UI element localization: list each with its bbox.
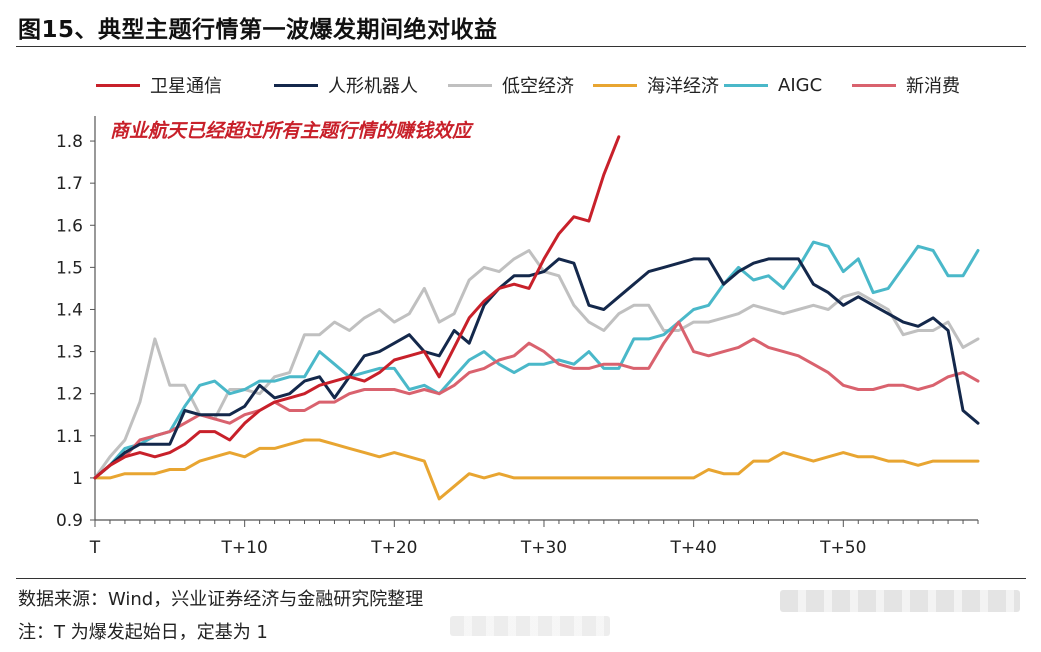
legend-swatch-robot (274, 83, 318, 87)
legend-label-ocean: 海洋经济 (647, 76, 719, 97)
legend-item-ocean: 海洋经济 (593, 72, 719, 98)
chart-legend: 卫星通信 人形机器人 低空经济 海洋经济 AIGC 新消费 (96, 72, 996, 98)
legend-item-satellite: 卫星通信 (96, 72, 222, 98)
legend-label-aigc: AIGC (778, 74, 823, 96)
footer-divider (16, 578, 1026, 579)
y-tick-label: 1.8 (56, 132, 83, 152)
series-line-1 (93, 257, 980, 480)
series-line-4 (93, 240, 980, 480)
y-tick-label: 1 (72, 469, 83, 489)
line-chart: 0.9 1 1.1 1.2 1.3 1.4 1.5 1.6 1.7 1.8 T T+10 T+20 T+3… (56, 116, 980, 558)
legend-label-robot: 人形机器人 (328, 76, 418, 97)
legend-item-low-altitude: 低空经济 (448, 72, 574, 98)
y-tick-label: 1.5 (56, 258, 83, 278)
x-tick-label: T+10 (221, 538, 268, 558)
series-line-5 (93, 320, 980, 480)
title-divider (16, 46, 1026, 47)
legend-label-satellite: 卫星通信 (150, 76, 222, 97)
y-tick-label: 1.3 (56, 343, 83, 363)
legend-swatch-satellite (96, 83, 140, 87)
legend-swatch-low-altitude (448, 83, 492, 87)
data-source: 数据来源：Wind，兴业证券经济与金融研究院整理 (18, 589, 424, 610)
y-tick-label: 1.6 (56, 216, 83, 236)
chart-title: 图15、典型主题行情第一波爆发期间绝对收益 (18, 17, 498, 43)
y-tick-label: 1.1 (56, 427, 83, 447)
blurred-watermark-secondary (450, 616, 610, 636)
x-tick-label: T+50 (819, 538, 866, 558)
x-tick-label: T+20 (370, 538, 417, 558)
y-tick-label: 1.2 (56, 385, 83, 405)
chart-note: 注：T 为爆发起始日，定基为 1 (18, 622, 268, 643)
legend-item-aigc: AIGC (724, 72, 822, 98)
chart-annotation: 商业航天已经超过所有主题行情的赚钱效应 (110, 120, 474, 142)
series-line-3 (93, 438, 980, 501)
legend-swatch-new-consumption (852, 83, 896, 87)
blurred-watermark (780, 590, 1020, 612)
series-line-0 (93, 135, 621, 480)
legend-swatch-aigc (724, 83, 768, 87)
y-tick-label: 1.7 (56, 174, 83, 194)
x-tick-label: T+30 (520, 538, 567, 558)
y-tick-label: 0.9 (56, 511, 83, 531)
legend-label-low-altitude: 低空经济 (502, 76, 574, 97)
y-tick-label: 1.4 (56, 300, 83, 320)
legend-item-robot: 人形机器人 (274, 72, 418, 98)
x-tick-label: T (89, 538, 101, 558)
legend-label-new-consumption: 新消费 (906, 76, 960, 97)
x-tick-label: T+40 (670, 538, 717, 558)
legend-item-new-consumption: 新消费 (852, 72, 960, 98)
legend-swatch-ocean (593, 83, 637, 87)
